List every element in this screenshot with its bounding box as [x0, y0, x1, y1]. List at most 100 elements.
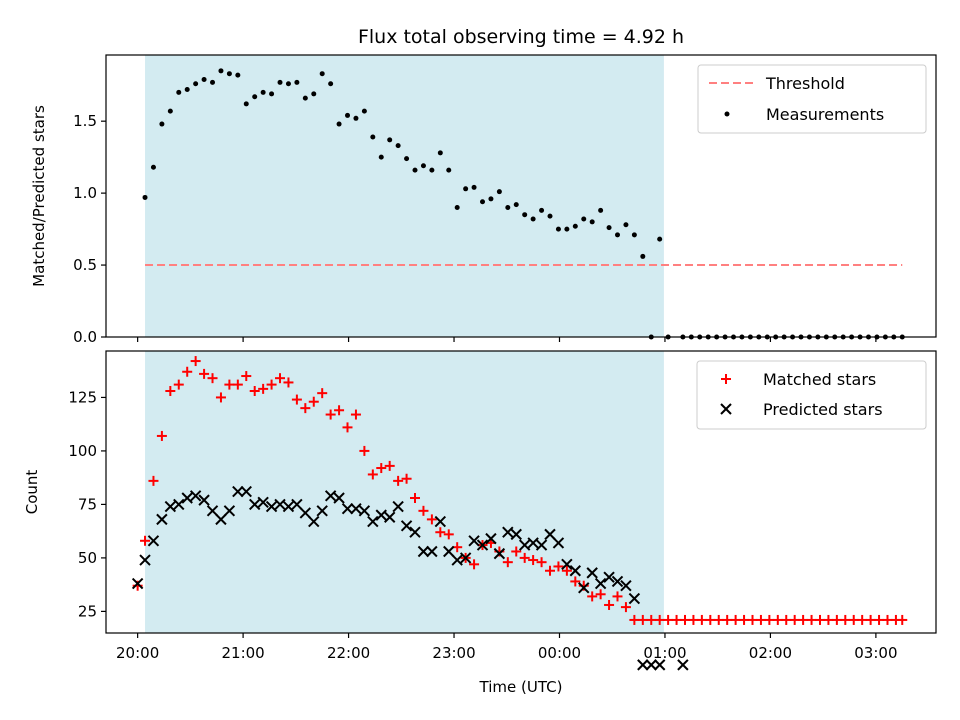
predicted-star-point	[535, 539, 548, 551]
matched-star-point	[519, 552, 530, 563]
matched-star-point	[637, 614, 648, 625]
predicted-star-point	[248, 498, 261, 511]
bottom-legend-box	[696, 360, 927, 430]
predicted-star-point	[518, 539, 531, 551]
predicted-star-point	[350, 502, 362, 515]
legend-measurements-swatch	[724, 111, 730, 117]
matched-star-point	[275, 373, 286, 384]
matched-star-point	[772, 614, 783, 625]
matched-star-point	[570, 576, 581, 587]
bottom-legend: Matched stars Predicted stars	[696, 360, 927, 430]
matched-star-point	[528, 555, 539, 566]
legend-measurements-label: Measurements	[766, 105, 884, 124]
predicted-star-point	[451, 554, 463, 566]
y-tick-label: 0.5	[73, 256, 97, 274]
legend-matched-label: Matched stars	[763, 370, 876, 389]
measurement-point	[387, 137, 393, 143]
predicted-star-point	[502, 526, 514, 538]
predicted-star-point	[392, 500, 404, 513]
matched-star-point	[897, 614, 908, 625]
measurement-point	[277, 79, 283, 85]
matched-star-point	[747, 614, 758, 625]
measurement-point	[488, 196, 494, 202]
matched-star-point	[713, 614, 724, 625]
measurement-point	[522, 212, 528, 218]
predicted-star-point	[493, 547, 506, 560]
measurement-point	[513, 202, 519, 208]
x-tick-label: 02:00	[749, 644, 792, 662]
matched-star-point	[696, 614, 707, 625]
predicted-star-point	[308, 515, 320, 528]
predicted-star-point	[443, 545, 455, 558]
measurement-point	[598, 207, 604, 213]
predicted-star-point	[603, 571, 615, 583]
matched-star-point	[342, 422, 353, 433]
legend-predicted-label: Predicted stars	[763, 400, 883, 419]
matched-star-point	[663, 614, 674, 625]
predicted-star-point	[645, 659, 657, 671]
x-tick-label: 03:00	[854, 644, 897, 662]
legend-matched-swatch	[721, 374, 731, 384]
predicted-stars-points	[131, 485, 689, 671]
predicted-star-point	[189, 490, 202, 502]
predicted-star-point	[240, 485, 252, 498]
x-tick-label: 23:00	[432, 644, 475, 662]
matched-star-point	[789, 614, 800, 625]
predicted-star-point	[426, 545, 438, 558]
matched-star-point	[165, 386, 176, 397]
matched-star-point	[798, 614, 809, 625]
top-y-ticks: 0.0 0.5 1.0 1.5	[73, 112, 106, 346]
measurement-point	[505, 205, 511, 211]
measurement-point	[564, 226, 570, 232]
matched-star-point	[334, 405, 345, 416]
matched-star-point	[587, 591, 598, 602]
matched-star-point	[764, 614, 775, 625]
measurement-point	[201, 76, 207, 82]
measurement-point	[302, 95, 308, 101]
matched-star-point	[426, 514, 437, 525]
matched-star-point	[469, 559, 480, 570]
measurement-point	[606, 225, 612, 231]
measurement-point	[446, 167, 452, 173]
measurement-point	[142, 194, 148, 200]
predicted-star-point	[367, 515, 379, 528]
measurement-point	[429, 167, 435, 173]
predicted-star-point	[620, 580, 632, 592]
matched-star-point	[679, 614, 690, 625]
predicted-star-point	[291, 498, 303, 511]
measurement-point	[294, 79, 300, 85]
predicted-star-point	[544, 528, 556, 541]
measurement-point	[336, 121, 342, 127]
measurement-point	[631, 232, 637, 238]
matched-star-point	[376, 463, 387, 474]
predicted-star-point	[375, 509, 387, 521]
predicted-star-point	[324, 490, 337, 502]
matched-star-point	[646, 614, 657, 625]
predicted-star-point	[282, 500, 295, 513]
matched-star-point	[502, 557, 513, 568]
measurement-point	[614, 232, 620, 238]
measurement-point	[176, 89, 182, 95]
measurement-point	[496, 189, 502, 195]
matched-star-point	[207, 373, 218, 384]
matched-star-point	[173, 379, 184, 390]
y-tick-label: 125	[68, 388, 97, 406]
matched-star-point	[291, 394, 302, 405]
y-tick-label: 1.5	[73, 112, 97, 130]
predicted-star-point	[156, 513, 168, 526]
bottom-panel: 25 50 75 100 125 20:00 21:00 22:00 23:00 00:00 01…	[23, 350, 937, 696]
measurement-point	[269, 91, 275, 97]
predicted-star-point	[299, 507, 312, 519]
measurement-point	[235, 72, 241, 78]
predicted-star-point	[316, 505, 328, 517]
matched-star-point	[148, 475, 159, 486]
predicted-star-point	[552, 537, 565, 549]
matched-star-point	[140, 535, 151, 546]
predicted-star-point	[232, 485, 244, 498]
matched-star-point	[620, 602, 631, 613]
matched-star-point	[840, 614, 851, 625]
predicted-star-point	[383, 511, 396, 523]
matched-star-point	[561, 565, 572, 576]
matched-star-point	[199, 368, 210, 379]
top-y-axis-label: Matched/Predicted stars	[30, 105, 48, 287]
